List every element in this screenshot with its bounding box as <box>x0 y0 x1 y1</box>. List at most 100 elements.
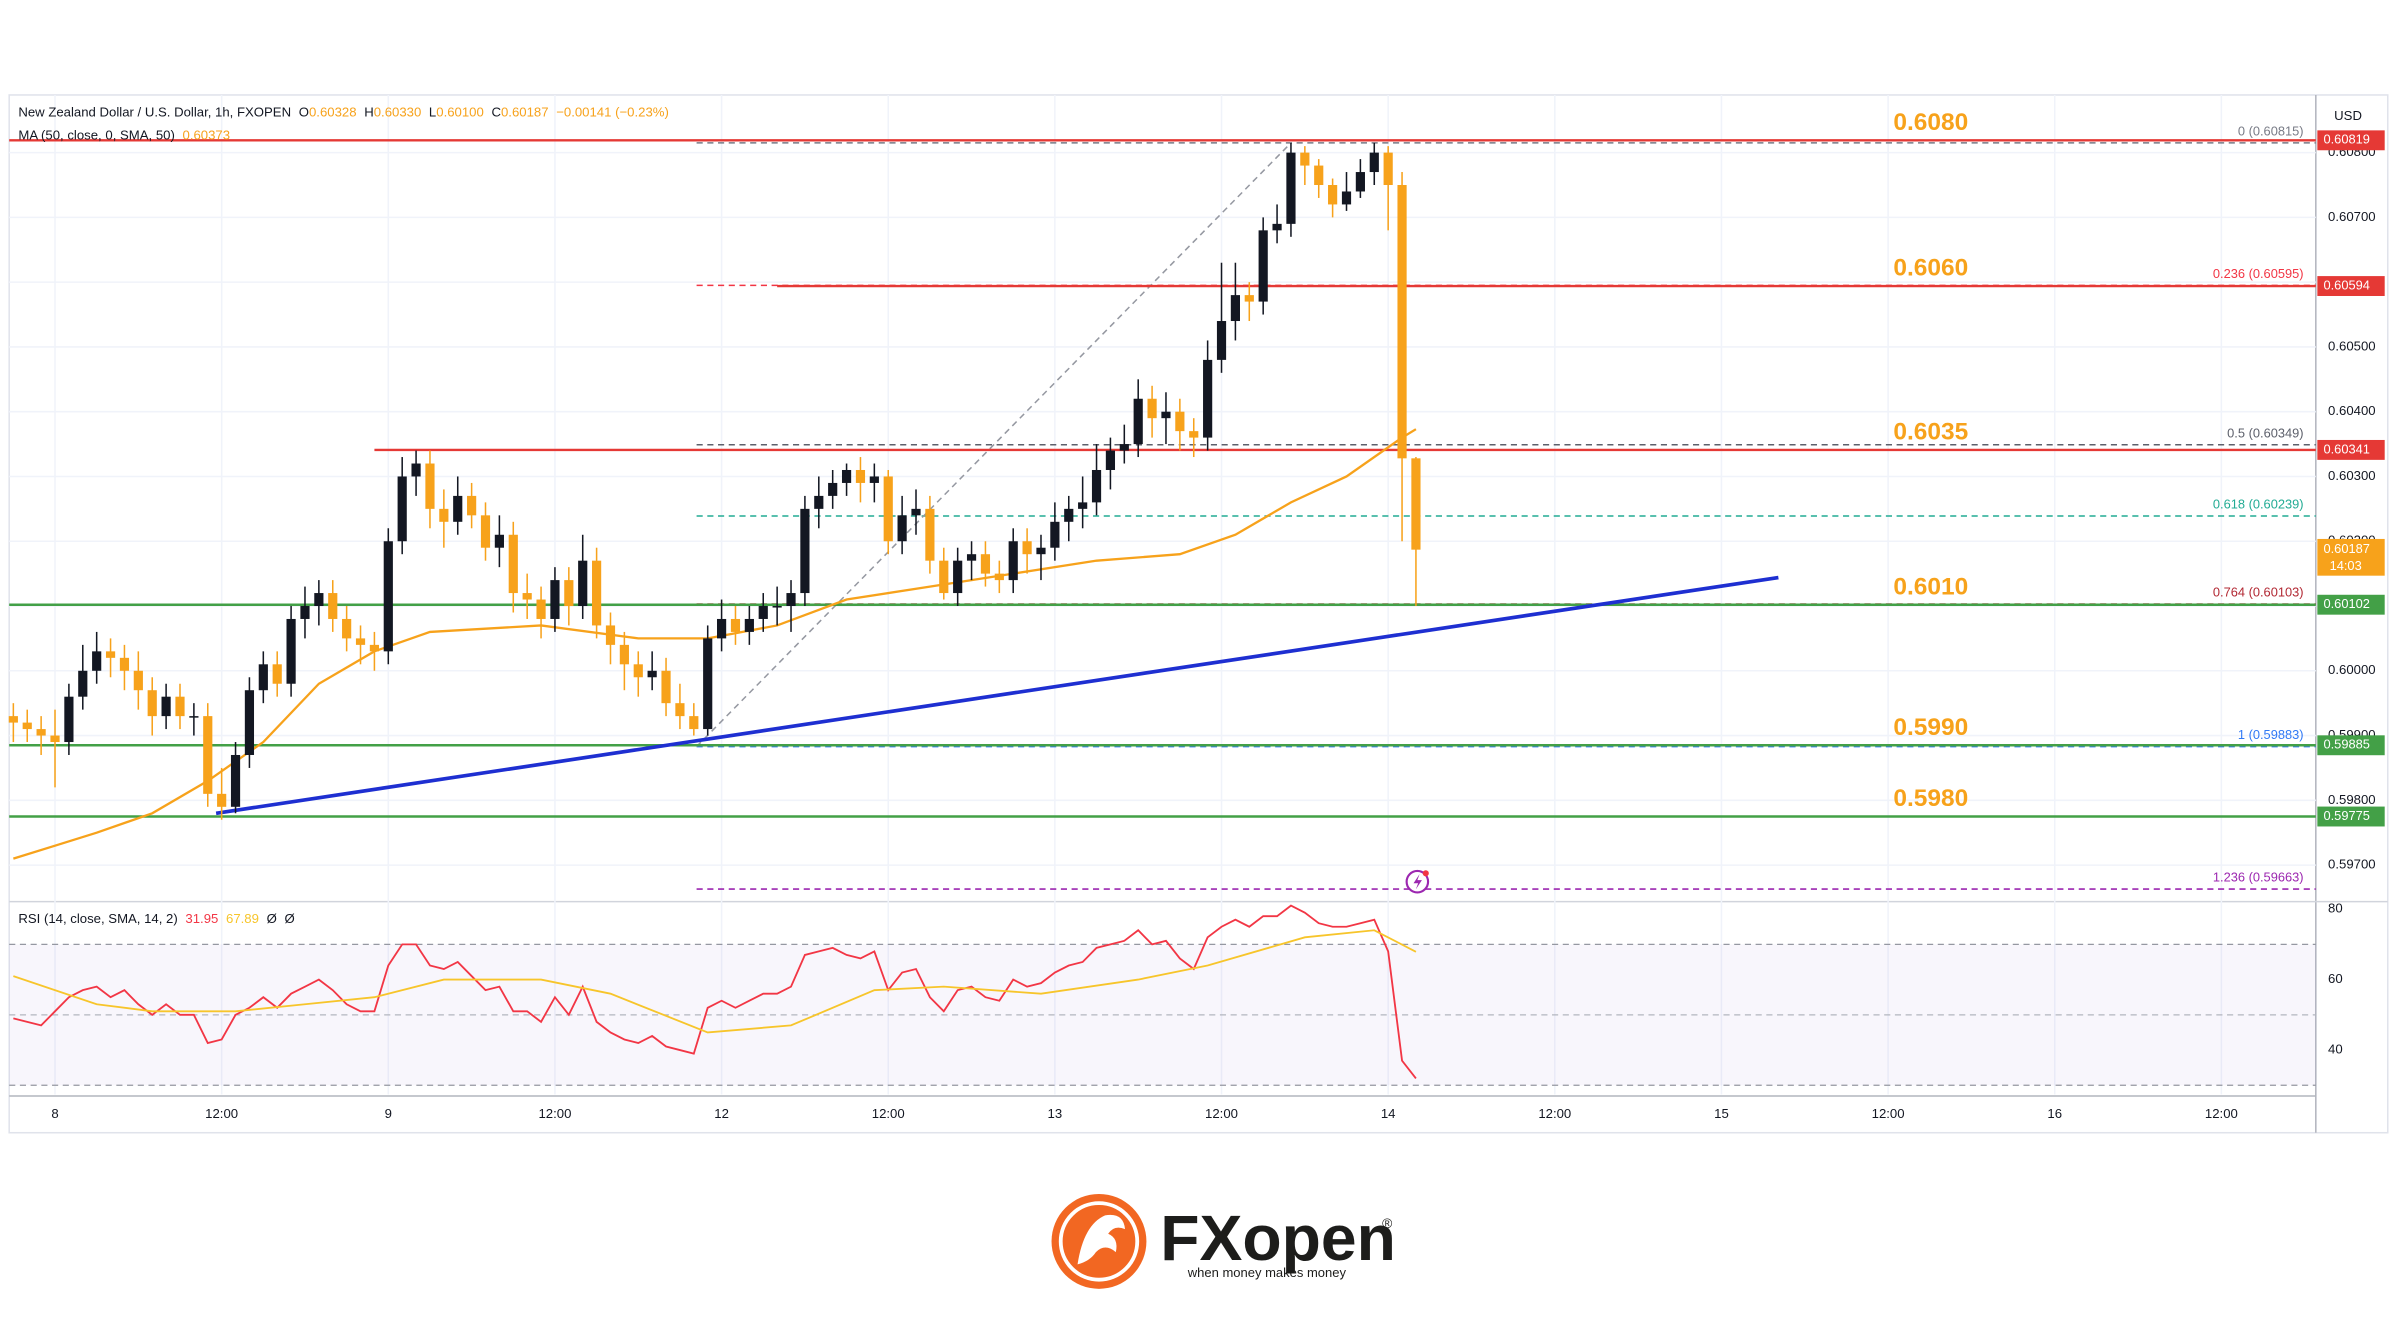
fib-label: 1 (0.59883) <box>2238 727 2304 742</box>
level-annotation: 0.6080 <box>1893 109 1968 136</box>
x-tick-label: 15 <box>1714 1106 1729 1121</box>
rsi-value: 67.89 <box>226 911 259 926</box>
candle-body <box>994 573 1004 581</box>
candle-body <box>342 618 352 639</box>
candle-body <box>203 716 213 794</box>
y-tick-label: 0.60400 <box>2328 403 2376 418</box>
rsi-name: RSI (14, close, SMA, 14, 2) <box>18 911 177 926</box>
brand-tagline: when money makes money <box>1187 1265 1347 1280</box>
price-tag-label: 0.59885 <box>2323 737 2369 752</box>
rsi-extra: Ø <box>267 911 277 926</box>
price-tag <box>2317 806 2385 827</box>
event-icon <box>1405 869 1430 894</box>
price-tag <box>2317 735 2385 756</box>
fib-label: 0.764 (0.60103) <box>2213 585 2304 600</box>
candle-body <box>953 560 963 594</box>
candle-body <box>911 508 921 516</box>
fib-label: 0.236 (0.60595) <box>2213 266 2304 281</box>
candle-body <box>1383 152 1393 186</box>
candle-body <box>1397 185 1407 459</box>
x-tick-label: 12 <box>714 1106 729 1121</box>
candle-body <box>689 716 699 730</box>
candle-body <box>286 618 296 684</box>
candle-body <box>1064 508 1074 522</box>
brand-logo <box>1051 1193 1147 1289</box>
level-annotation: 0.6060 <box>1893 255 1968 282</box>
ma-name: MA (50, close, 0, SMA, 50) <box>18 128 174 143</box>
candle-body <box>1258 230 1268 302</box>
candle-body <box>1341 191 1352 205</box>
ohlc-key: H <box>364 105 374 120</box>
x-tick-label: 12:00 <box>1872 1106 1905 1121</box>
price-tag <box>2317 276 2385 296</box>
candle-body <box>869 476 879 483</box>
candle-body <box>1355 172 1365 192</box>
candle-body <box>925 508 935 561</box>
candle-body <box>467 495 477 516</box>
candle-body <box>1216 321 1227 360</box>
level-annotation: 0.5980 <box>1893 785 1968 812</box>
currency-label: USD <box>2334 108 2362 123</box>
candle-body <box>92 651 102 671</box>
x-tick-label: 8 <box>51 1106 58 1121</box>
candle-body <box>703 638 713 730</box>
candle-body <box>883 476 893 542</box>
candle-body <box>314 593 324 607</box>
candle-body <box>8 716 18 723</box>
candle-body <box>1161 411 1171 419</box>
candle-body <box>605 625 616 645</box>
last-price-tag <box>2317 538 2385 576</box>
ohlc-key: O <box>299 105 309 120</box>
level-annotation: 0.6035 <box>1893 419 1968 446</box>
price-tag-label: 0.60341 <box>2323 441 2369 456</box>
candle-body <box>814 495 824 509</box>
trendline <box>215 575 1779 816</box>
candle-body <box>536 599 546 619</box>
candle-body <box>758 606 768 619</box>
x-tick-label: 12:00 <box>1205 1106 1238 1121</box>
candle-body <box>105 651 116 658</box>
candle-body <box>189 716 199 718</box>
candle-body <box>841 469 852 483</box>
candle-body <box>1022 541 1032 555</box>
candle-body <box>1050 521 1060 548</box>
candle-body <box>258 664 268 691</box>
candle-body <box>1008 541 1018 581</box>
candle-body <box>439 508 449 522</box>
candle-body <box>1133 398 1143 445</box>
rsi-tick-label: 80 <box>2328 901 2343 916</box>
candle-body <box>1314 165 1324 186</box>
candle-body <box>494 534 504 548</box>
last-price-label: 0.60187 <box>2323 541 2369 556</box>
candle-body <box>1036 547 1046 555</box>
candle-body <box>1175 411 1185 432</box>
candle-body <box>175 696 185 717</box>
candle-layer <box>8 142 1421 1079</box>
candle-body <box>966 554 977 561</box>
price-change: −0.00141 (−0.23%) <box>556 105 669 120</box>
x-tick-label: 13 <box>1048 1106 1063 1121</box>
rsi-tick-label: 60 <box>2328 971 2343 986</box>
price-tag <box>2317 594 2385 615</box>
brand-mark: ® <box>1382 1216 1392 1231</box>
candle-body <box>1230 295 1240 322</box>
candle-body <box>355 638 366 645</box>
rsi-tick-label: 40 <box>2328 1042 2343 1057</box>
x-tick-label: 12:00 <box>2205 1106 2238 1121</box>
candle-body <box>1369 152 1379 173</box>
candle-body <box>661 670 671 704</box>
candle-body <box>119 657 130 671</box>
ma-legend: MA (50, close, 0, SMA, 50) 0.60373 <box>18 128 230 143</box>
candle-body <box>800 508 810 594</box>
candle-body <box>1119 444 1129 451</box>
candle-body <box>453 495 463 522</box>
chart-header: New Zealand Dollar / U.S. Dollar, 1h, FX… <box>18 105 668 120</box>
candle-body <box>855 469 866 483</box>
rsi-line <box>13 929 1417 1034</box>
candle-body <box>36 729 46 736</box>
candle-body <box>786 593 796 607</box>
grid-layer <box>9 94 2316 1095</box>
candle-body <box>592 560 602 626</box>
